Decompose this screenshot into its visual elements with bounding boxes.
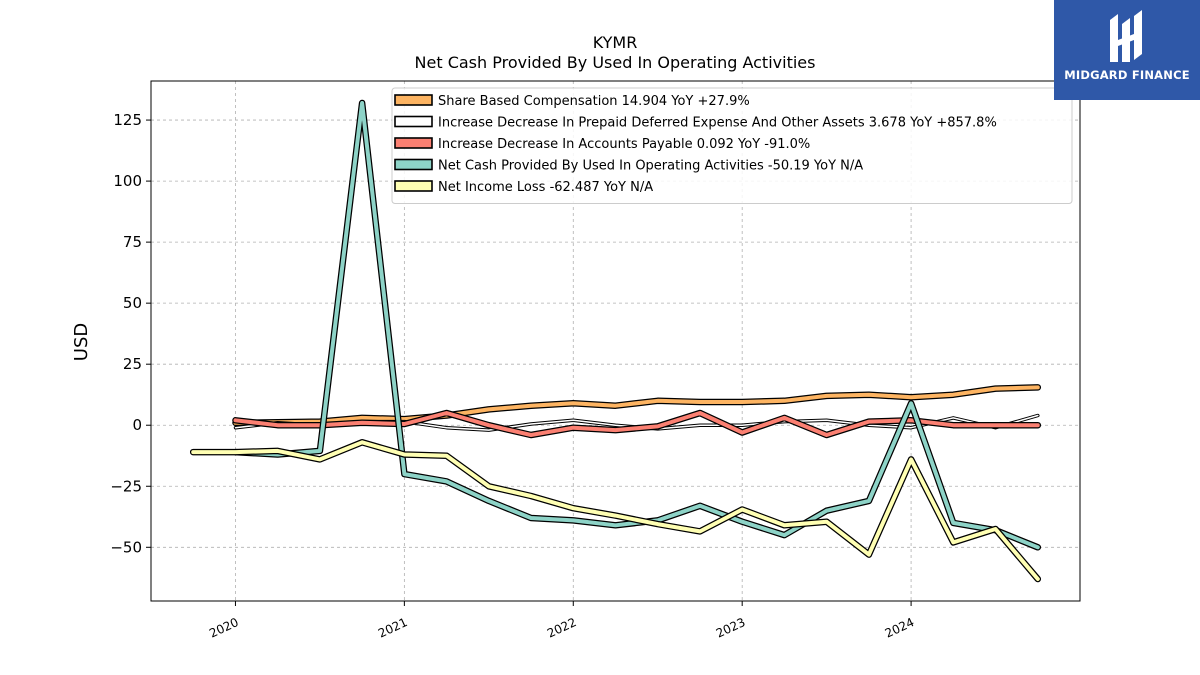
legend-entry: Net Income Loss -62.487 YoY N/A bbox=[438, 180, 653, 195]
legend-swatch bbox=[394, 115, 433, 128]
legend-entry: Net Cash Provided By Used In Operating A… bbox=[438, 159, 863, 174]
series-layer bbox=[189, 99, 1042, 583]
x-tick-label: 2021 bbox=[376, 615, 410, 641]
legend: Share Based Compensation 14.904 YoY +27.… bbox=[391, 87, 1073, 204]
axis-ticks: −50 −25 0 25 50 75 100 125 2020 2021 2022 2023 2024 bbox=[110, 111, 916, 641]
legend-swatch bbox=[394, 180, 433, 192]
y-axis-label: USD bbox=[71, 323, 92, 361]
y-tick-label: 125 bbox=[113, 111, 142, 129]
y-tick-label: 0 bbox=[132, 416, 142, 434]
series-5 bbox=[189, 439, 1042, 583]
legend-entry: Share Based Compensation 14.904 YoY +27.… bbox=[438, 94, 750, 109]
x-tick-label: 2022 bbox=[545, 615, 579, 641]
legend-entry: Increase Decrease In Prepaid Deferred Ex… bbox=[438, 116, 997, 131]
logo-text: MIDGARD FINANCE bbox=[1064, 68, 1190, 82]
y-tick-label: 25 bbox=[123, 355, 142, 373]
legend-entry: Increase Decrease In Accounts Payable 0.… bbox=[438, 137, 810, 152]
series-line bbox=[233, 385, 1040, 425]
legend-swatch bbox=[394, 137, 433, 149]
chart-title: KYMR bbox=[593, 33, 638, 52]
x-tick-label: 2024 bbox=[883, 615, 917, 641]
brand-logo: MIDGARD FINANCE bbox=[1054, 0, 1200, 100]
plot-frame bbox=[150, 80, 1081, 602]
series-1 bbox=[232, 384, 1042, 427]
y-tick-label: 100 bbox=[113, 172, 142, 190]
y-tick-label: −25 bbox=[110, 477, 142, 495]
y-tick-label: 50 bbox=[123, 294, 142, 312]
legend-swatch bbox=[394, 94, 433, 106]
legend-box bbox=[391, 87, 1073, 204]
chart-subtitle: Net Cash Provided By Used In Operating A… bbox=[415, 53, 816, 72]
legend-swatch bbox=[394, 158, 433, 171]
series-line bbox=[191, 440, 1040, 581]
x-tick-label: 2023 bbox=[714, 615, 748, 641]
y-tick-label: 75 bbox=[123, 233, 142, 251]
logo-mark-icon bbox=[1110, 10, 1142, 62]
y-tick-label: −50 bbox=[110, 538, 142, 556]
x-tick-label: 2020 bbox=[207, 615, 241, 641]
